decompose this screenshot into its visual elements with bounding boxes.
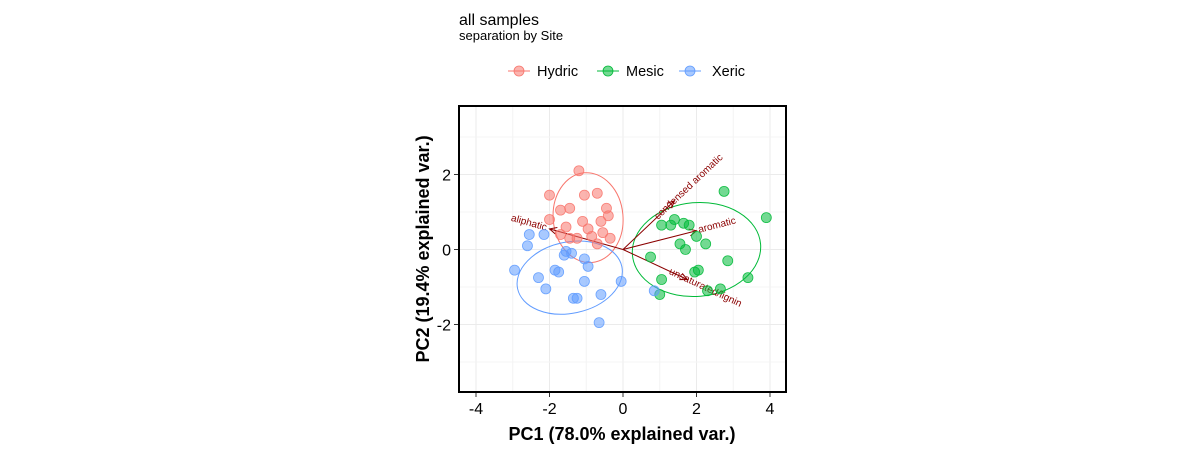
y-tick-label: 0 (442, 243, 451, 260)
point-mesic (700, 238, 712, 250)
point-mesic (702, 285, 713, 297)
point-xeric (538, 229, 550, 240)
y-tick-label: -2 (437, 318, 451, 335)
legend-label-hydric: Hydric (537, 64, 578, 80)
legend-key-marker-xeric (684, 65, 696, 77)
point-xeric (595, 289, 607, 300)
legend-label-mesic: Mesic (626, 64, 664, 80)
point-xeric (540, 283, 552, 295)
point-hydric (586, 230, 598, 242)
point-hydric (591, 187, 603, 199)
point-mesic (742, 272, 754, 284)
arrow-head (679, 272, 689, 281)
point-mesic (689, 266, 701, 278)
legend-item-xeric: Xeric (679, 64, 745, 80)
x-axis-title: PC1 (78.0% explained var.) (508, 424, 735, 444)
point-xeric (566, 247, 577, 259)
legend-key-marker-mesic (602, 65, 614, 77)
point-hydric (573, 165, 585, 177)
x-tick-label: -2 (542, 401, 556, 418)
point-hydric (595, 215, 607, 227)
legend-key-marker-hydric (513, 65, 525, 77)
ellipse-xeric (516, 240, 623, 315)
ellipse-mesic (631, 201, 762, 298)
point-mesic (656, 274, 667, 285)
point-hydric (560, 221, 572, 233)
point-hydric (564, 232, 576, 244)
point-xeric (522, 240, 533, 252)
point-hydric (577, 215, 588, 227)
arrow-line (622, 249, 688, 280)
point-mesic (665, 219, 677, 231)
point-xeric (615, 275, 627, 287)
point-mesic (691, 230, 702, 242)
point-hydric (591, 238, 603, 250)
data-points (509, 165, 772, 329)
point-xeric (567, 292, 579, 304)
point-xeric (593, 317, 605, 329)
point-mesic (714, 283, 726, 295)
point-xeric (648, 285, 660, 297)
x-tick-label: 0 (619, 401, 628, 418)
y-tick-label: 2 (442, 168, 451, 185)
arrow-head (548, 226, 558, 235)
point-mesic (760, 212, 772, 224)
point-mesic (680, 244, 691, 255)
arrow-line (622, 230, 697, 250)
confidence-ellipses (516, 172, 762, 315)
point-xeric (582, 260, 594, 272)
chart-title: all samples (459, 12, 539, 29)
y-axis-title: PC2 (19.4% explained var.) (413, 135, 433, 362)
point-mesic (722, 255, 734, 267)
legend-item-mesic: Mesic (597, 64, 664, 80)
point-xeric (579, 275, 590, 287)
plot-panel-border (458, 105, 787, 393)
point-xeric (509, 264, 520, 276)
point-mesic (645, 251, 656, 263)
point-mesic (678, 217, 690, 229)
point-hydric (579, 189, 590, 201)
point-xeric (533, 272, 544, 284)
point-mesic (656, 219, 667, 231)
arrow-line (622, 200, 675, 250)
arrow-label: aromatic (697, 216, 737, 236)
chart-subtitle: separation by Site (459, 28, 563, 43)
point-hydric (597, 227, 609, 239)
point-hydric (604, 232, 616, 244)
point-hydric (555, 204, 566, 216)
legend-label-xeric: Xeric (712, 64, 745, 80)
point-hydric (544, 189, 555, 201)
legend-item-hydric: Hydric (508, 64, 578, 80)
legend: Hydric Mesic Xeric (508, 64, 745, 80)
point-hydric (555, 229, 566, 240)
point-xeric (549, 264, 561, 276)
axis-ticks: -4 -2 0 2 4 -2 0 2 (437, 168, 775, 419)
point-hydric (564, 202, 576, 214)
x-tick-label: 4 (766, 401, 775, 418)
point-xeric (523, 229, 535, 240)
point-hydric (544, 214, 555, 225)
arrow-head (666, 199, 676, 209)
x-tick-label: 2 (692, 401, 701, 418)
point-hydric (602, 210, 614, 222)
point-mesic (718, 185, 730, 197)
x-tick-label: -4 (469, 401, 483, 418)
